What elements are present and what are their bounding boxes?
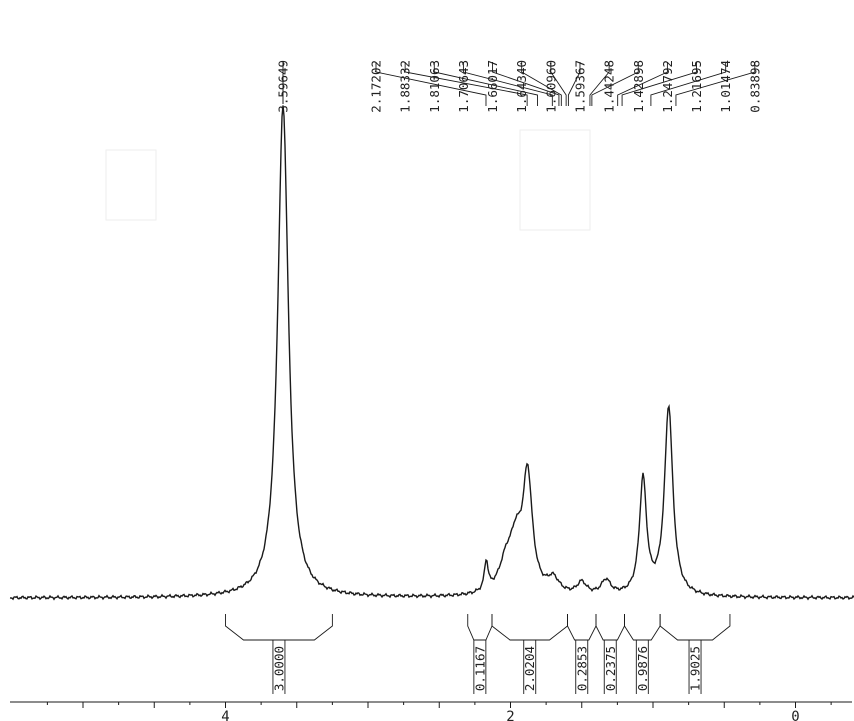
integral-label: 0.2375	[603, 646, 618, 691]
integral-label: 1.9025	[688, 646, 703, 691]
peak-label: 1.64340	[514, 60, 529, 113]
integral-bracket	[467, 614, 493, 641]
integral-bracket	[624, 614, 661, 641]
integral-bracket	[595, 614, 625, 641]
peak-label: 1.24792	[660, 60, 675, 113]
x-tick-label: 2	[506, 709, 514, 721]
integral-bracket	[491, 614, 568, 641]
integral-label: 2.0204	[522, 646, 537, 691]
peak-connector	[404, 62, 528, 106]
spectrum-trace	[9, 105, 854, 601]
integral-bracket	[659, 614, 731, 641]
peak-connector	[375, 62, 487, 106]
peak-connector	[621, 62, 697, 106]
peak-label: 1.88332	[398, 60, 413, 113]
peak-connector	[521, 62, 562, 106]
peak-connector	[591, 62, 639, 106]
peak-label: 1.59367	[572, 60, 587, 113]
peak-connector	[567, 62, 581, 106]
peak-label: 1.60960	[543, 60, 558, 113]
spectrum-trace-group	[9, 105, 854, 601]
structure-sketch	[105, 129, 591, 231]
integrals: 3.0000 0.1167 2.0204 0.2853 0.2375 0.9876 1.90…	[225, 614, 731, 694]
peak-connector	[550, 62, 567, 106]
peak-connector	[589, 62, 610, 106]
x-tick-label: 0	[791, 709, 799, 721]
integral-label: 0.2853	[574, 646, 589, 691]
peak-connector	[675, 62, 756, 106]
integral-label: 0.9876	[635, 646, 650, 691]
peak-label: 1.42898	[631, 60, 646, 113]
peak-connector	[462, 62, 553, 106]
x-axis: 4 2 0	[10, 701, 852, 721]
peak-labels: 3.59649 2.17202 1.88332 1.81063 1.70643 1.660…	[276, 60, 763, 113]
peak-connector	[492, 62, 560, 106]
peak-connector	[617, 62, 668, 106]
x-tick-label: 4	[221, 709, 229, 721]
integral-bracket	[567, 614, 597, 641]
peak-connector	[650, 62, 727, 106]
peak-label: 3.59649	[276, 60, 291, 113]
integral-label: 3.0000	[271, 646, 286, 691]
peak-connector	[433, 62, 538, 106]
integral-label: 0.1167	[472, 646, 487, 691]
integral-bracket	[225, 614, 333, 641]
